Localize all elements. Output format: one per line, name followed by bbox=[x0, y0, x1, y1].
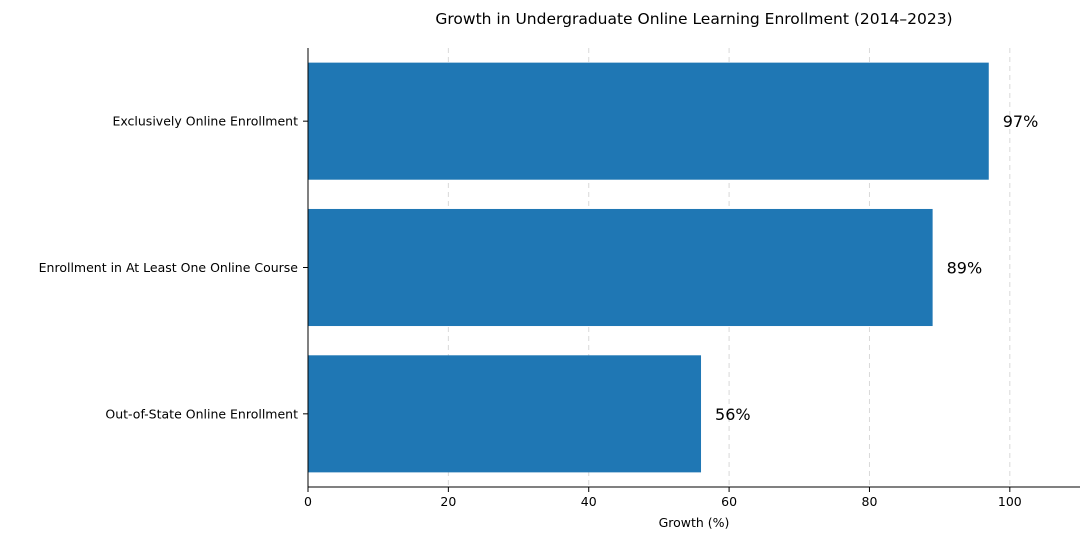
bar-value-label: 89% bbox=[947, 259, 983, 278]
bar-value-label: 97% bbox=[1003, 112, 1039, 131]
bar bbox=[308, 208, 933, 327]
chart-title: Growth in Undergraduate Online Learning … bbox=[435, 10, 952, 28]
x-tick-label: 60 bbox=[721, 494, 737, 509]
category-label: Out-of-State Online Enrollment bbox=[105, 406, 298, 421]
category-label: Enrollment in At Least One Online Course bbox=[39, 260, 299, 275]
axis-layer: 0 20 40 60 80 100 Exclusively Online Enrollmen… bbox=[39, 48, 1080, 509]
bar bbox=[308, 62, 989, 180]
x-tick-label: 20 bbox=[440, 494, 456, 509]
x-axis-label: Growth (%) bbox=[659, 515, 730, 530]
bar-layer: 97% 89% 56% bbox=[308, 62, 1039, 473]
bar-value-label: 56% bbox=[715, 405, 751, 424]
category-label: Exclusively Online Enrollment bbox=[112, 114, 298, 129]
x-tick-label: 100 bbox=[998, 494, 1022, 509]
x-tick-label: 80 bbox=[862, 494, 878, 509]
bar bbox=[308, 355, 702, 473]
x-tick-label: 0 bbox=[304, 494, 312, 509]
x-tick-label: 40 bbox=[581, 494, 597, 509]
